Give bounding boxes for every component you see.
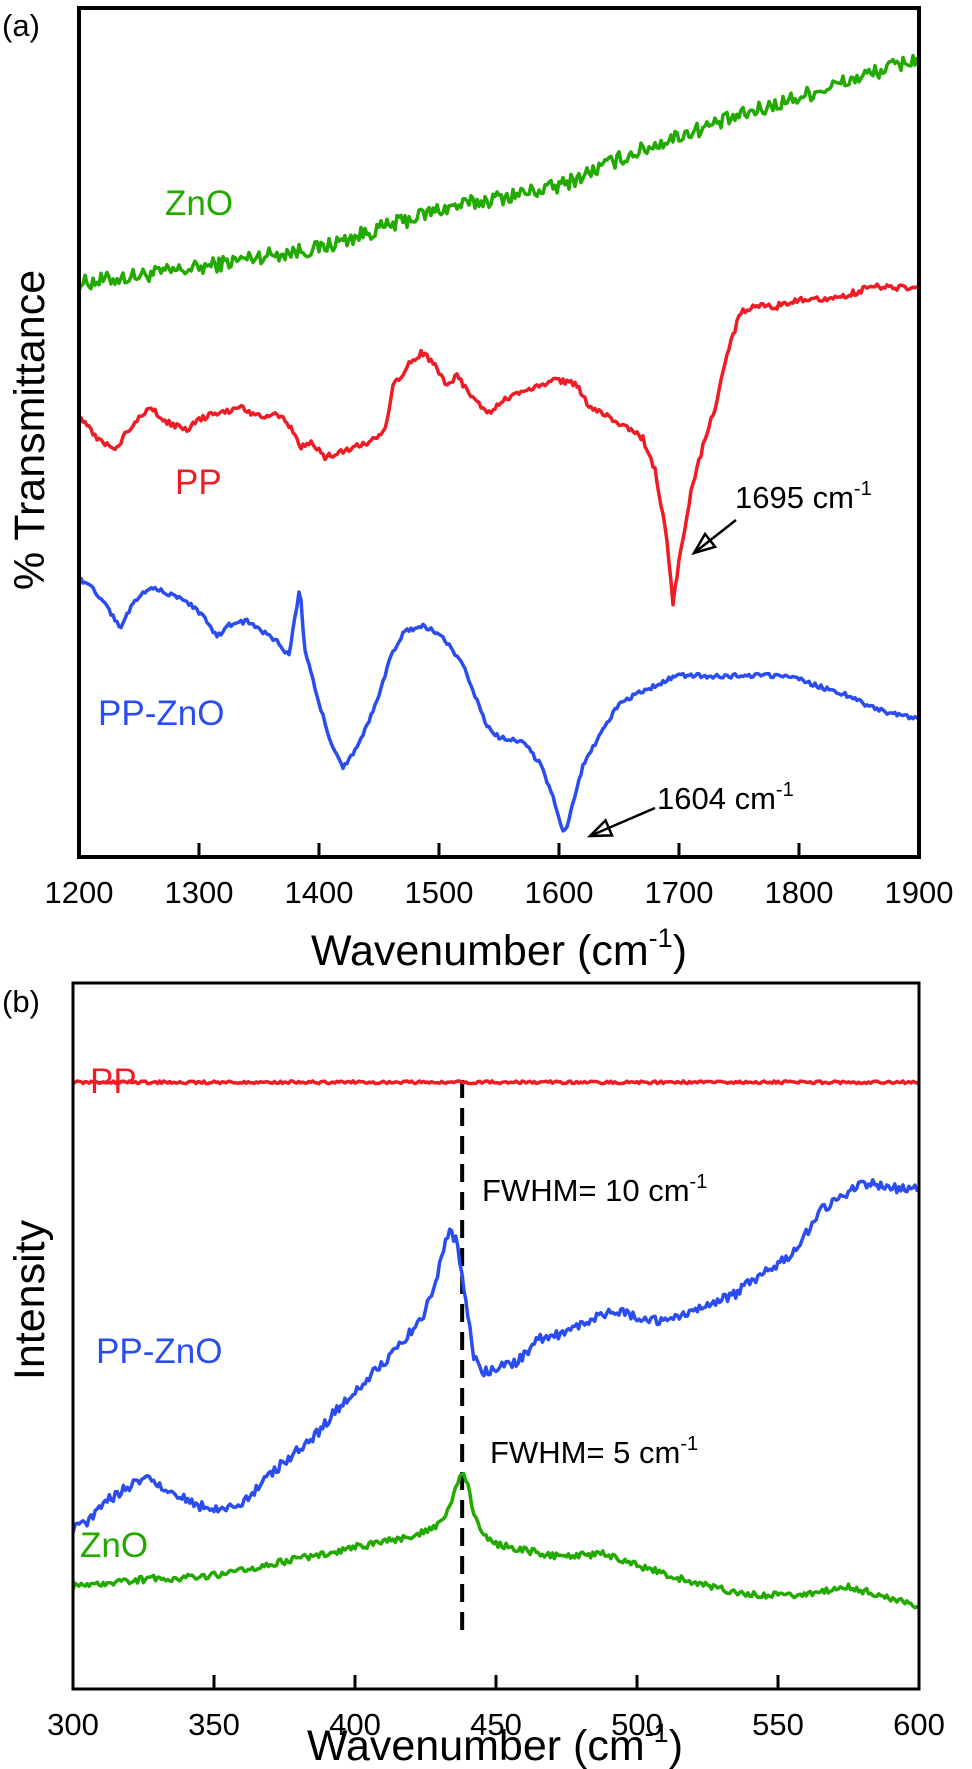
panel-b-x-tick-label-300: 300 [47, 1707, 99, 1742]
panel-a-arrowhead-1604 [586, 818, 614, 838]
panel-a-x-axis-label: Wavenumber (cm-1) [311, 923, 687, 975]
panel-a-x-tick-label-1900: 1900 [885, 875, 954, 910]
panel-b-x-tick-label-400: 400 [329, 1707, 381, 1742]
panel-a-label-zno: ZnO [165, 184, 233, 223]
panel-b-series-pp-zno [71, 1178, 920, 1534]
panel-a: (a) 1200 1300 1400 1500 1600 1700 1800 1900 ZnO… [2, 6, 954, 975]
panel-b-x-tick-label-550: 550 [752, 1707, 804, 1742]
panel-a-annotation-1695: 1695 cm-1 [735, 478, 872, 515]
panel-b-tag: (b) [2, 984, 40, 1019]
panel-a-x-tick-label-1400: 1400 [285, 875, 354, 910]
panel-b-x-axis-label: Wavenumber (cm-1) [307, 1718, 683, 1769]
panel-b-series-pp [72, 1079, 920, 1086]
panel-a-x-tick-label-1300: 1300 [165, 875, 234, 910]
panel-a-frame [77, 6, 921, 859]
panel-b-x-tick-label-450: 450 [470, 1707, 522, 1742]
panel-a-arrow-1695 [693, 519, 737, 554]
panel-b-x-tick-label-500: 500 [611, 1707, 663, 1742]
panel-a-x-tick-label-1700: 1700 [645, 875, 714, 910]
panel-a-series [77, 53, 921, 833]
panel-b-x-tick-label-350: 350 [188, 1707, 240, 1742]
panel-a-annotation-1604: 1604 cm-1 [657, 779, 794, 816]
panel-b-series [71, 1079, 920, 1610]
panel-b-annotation-fwhm5: FWHM= 5 cm-1 [490, 1433, 698, 1470]
panel-a-series-pp-zno [77, 576, 921, 833]
panel-a-x-tick-label-1200: 1200 [45, 875, 114, 910]
panel-b-series-zno [71, 1471, 920, 1610]
panel-a-series-pp [78, 282, 921, 607]
panel-b-plot-area: 300 350 400 450 500 550 600 [47, 981, 945, 1742]
panel-a-series-zno [77, 53, 920, 292]
panel-a-label-pp-zno: PP-ZnO [98, 694, 224, 733]
panel-a-x-tick-label-1800: 1800 [765, 875, 834, 910]
panel-b-label-zno: ZnO [80, 1526, 148, 1565]
panel-b-x-tick-label-600: 600 [893, 1707, 945, 1742]
panel-a-tag: (a) [2, 8, 40, 43]
panel-b-x-ticks: 300 350 400 450 500 550 600 [47, 1675, 945, 1742]
panel-b-y-axis-label: Intensity [6, 1219, 54, 1380]
panel-a-label-pp: PP [175, 463, 222, 502]
panel-a-x-tick-label-1600: 1600 [525, 875, 594, 910]
panel-b: (b) 300 350 400 450 500 550 600 PP PP-ZnO ZnO … [2, 981, 945, 1769]
panel-a-x-tick-label-1500: 1500 [405, 875, 474, 910]
panel-b-label-pp: PP [90, 1062, 137, 1101]
panel-a-x-ticks: 1200 1300 1400 1500 1600 1700 1800 1900 [45, 843, 954, 910]
panel-b-annotation-fwhm10: FWHM= 10 cm-1 [482, 1171, 707, 1208]
panel-b-label-pp-zno: PP-ZnO [96, 1332, 222, 1371]
panel-a-plot-area: 1200 1300 1400 1500 1600 1700 1800 1900 [45, 6, 954, 910]
panel-a-y-axis-label: % Transmittance [6, 270, 54, 590]
panel-a-arrow-1604 [589, 806, 656, 838]
panel-a-arrowhead-1695 [691, 531, 718, 556]
